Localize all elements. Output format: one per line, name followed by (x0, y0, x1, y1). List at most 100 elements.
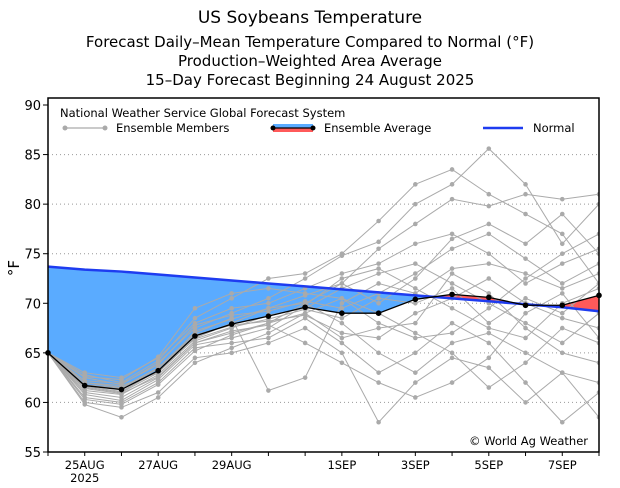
ensemble-member-point (449, 236, 455, 242)
ensemble-member-point (523, 241, 528, 247)
ensemble-member-point (119, 398, 124, 403)
ensemble-member-point (449, 340, 455, 346)
ensemble-member-point (413, 300, 418, 306)
ensemble-member-point (449, 305, 455, 311)
legend-average-label: Ensemble Average (324, 121, 431, 135)
ensemble-member-point (523, 310, 528, 316)
ensemble-average-point (302, 304, 308, 311)
ensemble-member-point (229, 291, 234, 296)
ensemble-member-point (523, 276, 528, 281)
ensemble-member-point (376, 320, 381, 326)
y-tick-label: 55 (24, 446, 41, 461)
ensemble-member-point (302, 325, 308, 331)
ensemble-member-point (449, 281, 455, 286)
ensemble-member-point (449, 167, 455, 172)
ensemble-member-point (559, 211, 565, 217)
ensemble-member-point (229, 350, 234, 356)
ensemble-member-point (449, 182, 455, 187)
anomaly-fill (48, 266, 599, 390)
ensemble-member-point (266, 320, 271, 326)
ensemble-member-point (339, 296, 345, 301)
ensemble-member-point (413, 261, 418, 266)
ensemble-member-point (119, 415, 124, 420)
ensemble-member-point (523, 335, 528, 341)
ensemble-member-point (302, 276, 308, 281)
ensemble-member-point (376, 281, 381, 286)
ensemble-member-point (339, 300, 345, 306)
ensemble-member-point (229, 316, 234, 322)
ensemble-member-point (155, 358, 161, 364)
ensemble-member-point (119, 383, 124, 388)
ensemble-member-point (229, 296, 234, 301)
ensemble-member-point (119, 377, 124, 382)
ensemble-member-point (559, 325, 565, 331)
ensemble-member-point (339, 305, 345, 311)
ensemble-average-point (265, 313, 272, 319)
ensemble-member-line (48, 213, 599, 387)
chart-subtitle-3: 15–Day Forecast Beginning 24 August 2025 (146, 71, 475, 89)
ensemble-member-point (302, 299, 308, 304)
y-tick-label: 70 (24, 297, 41, 312)
ensemble-member-point (413, 286, 418, 291)
x-tick-label: 25AUG (65, 458, 105, 472)
ensemble-member-point (376, 261, 381, 266)
ensemble-member-point (413, 330, 418, 336)
x-tick-label: 3SEP (401, 458, 430, 472)
ensemble-member-point (266, 300, 271, 306)
ensemble-member-point (486, 340, 492, 346)
ensemble-member-point (559, 291, 565, 296)
ensemble-member-point (155, 362, 161, 368)
ensemble-member-point (339, 350, 345, 356)
ensemble-average-point (339, 310, 345, 317)
ensemble-member-point (376, 350, 381, 356)
ensemble-member-point (559, 370, 565, 375)
legend-red-swatch (273, 128, 313, 132)
ensemble-member-point (449, 231, 455, 237)
ensemble-member-point (449, 286, 455, 291)
ensemble-member-point (523, 320, 528, 326)
ensemble-member-point (559, 231, 565, 237)
ensemble-member-point (302, 310, 308, 316)
ensemble-member-point (266, 296, 271, 301)
ensemble-average-point (522, 302, 529, 309)
ensemble-member-line (48, 317, 599, 423)
ensemble-member-point (413, 370, 418, 375)
ensemble-member-point (413, 320, 418, 326)
ensemble-member-line (48, 292, 599, 399)
ensemble-member-point (486, 325, 492, 331)
ensemble-member-point (523, 182, 528, 187)
ensemble-average-series (45, 291, 602, 393)
y-tick-label: 75 (24, 248, 41, 263)
ensemble-member-point (192, 360, 198, 366)
ensemble-member-point (559, 286, 565, 291)
ensemble-member-point (413, 271, 418, 276)
ensemble-member-point (376, 246, 381, 252)
ensemble-member-point (523, 325, 528, 331)
ensemble-member-line (48, 268, 599, 401)
ensemble-member-point (559, 340, 565, 346)
ensemble-average-point (559, 302, 566, 309)
ensemble-member-point (82, 392, 88, 397)
ensemble-member-point (486, 330, 492, 336)
x-tick-label: 27AUG (138, 458, 178, 472)
legend-normal-label: Normal (533, 121, 575, 135)
ensemble-member-point (523, 380, 528, 385)
ensemble-member-point (449, 271, 455, 276)
ensemble-member-point (523, 360, 528, 366)
ensemble-member-point (192, 328, 198, 334)
ensemble-member-point (266, 330, 271, 336)
y-tick-label: 90 (24, 99, 41, 114)
ensemble-member-line (48, 327, 599, 424)
ensemble-average-point (375, 310, 382, 317)
ensemble-member-point (523, 271, 528, 276)
ensemble-member-point (486, 203, 492, 209)
ensemble-member-point (413, 350, 418, 356)
ensemble-average-point (412, 296, 419, 303)
ensemble-member-point (559, 261, 565, 266)
chart-title: US Soybeans Temperature (198, 8, 422, 28)
ensemble-member-point (229, 305, 234, 311)
ensemble-member-point (523, 296, 528, 301)
